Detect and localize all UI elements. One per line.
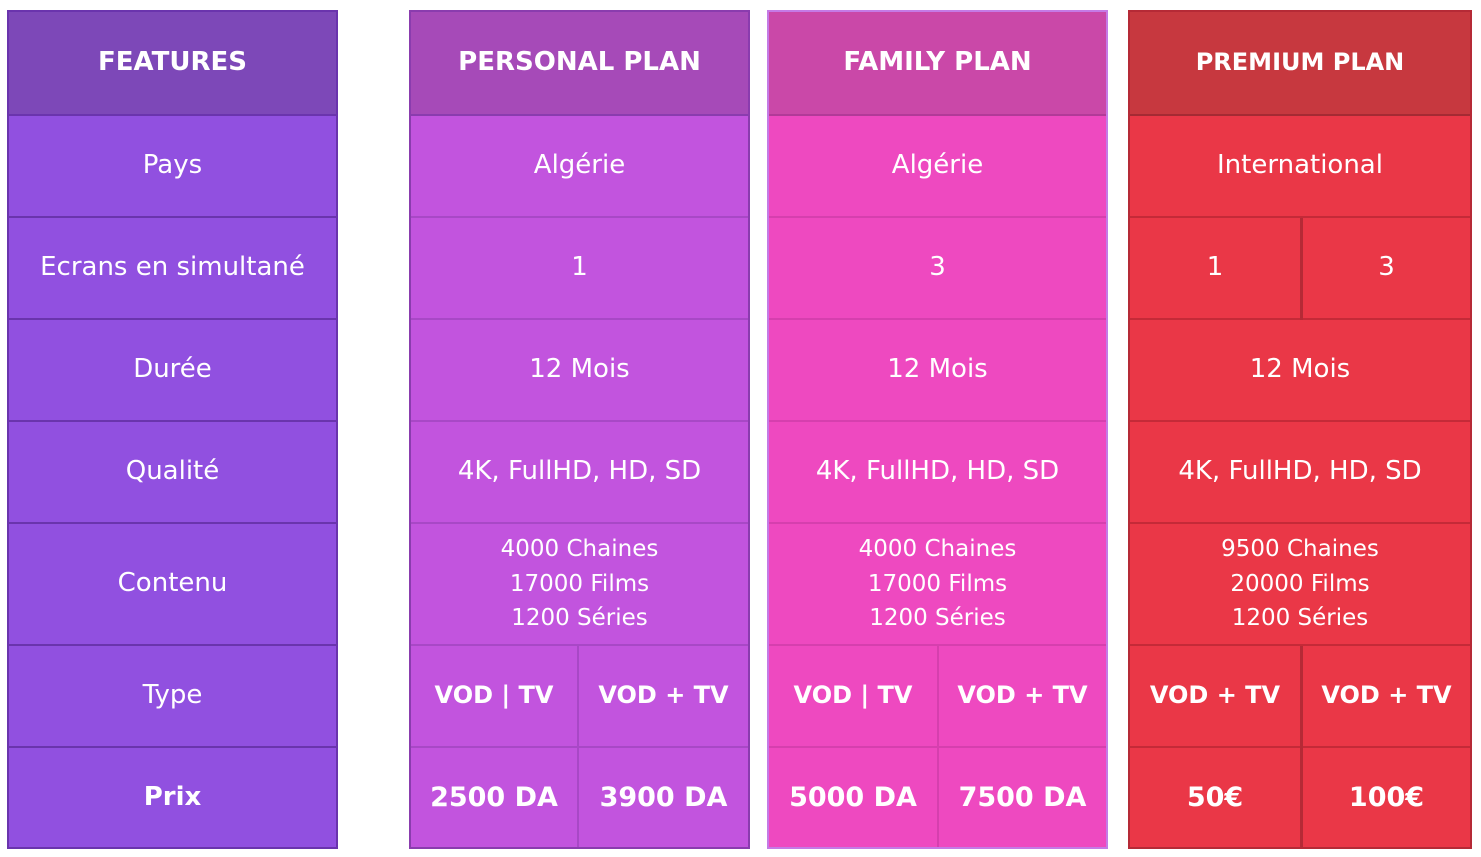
family-contenu-series: 1200 Séries: [869, 605, 1006, 632]
personal-plan-header: PERSONAL PLAN: [411, 12, 748, 116]
personal-contenu: 4000 Chaines 17000 Films 1200 Séries: [411, 524, 748, 646]
family-contenu-chaines: 4000 Chaines: [858, 536, 1017, 563]
family-prix-2: 7500 DA: [958, 781, 1087, 813]
feature-label-qualite: Qualité: [9, 422, 336, 524]
premium-prix-2: 100€: [1348, 781, 1425, 813]
premium-contenu-films: 20000 Films: [1230, 570, 1370, 597]
family-type-2: VOD + TV: [939, 646, 1106, 748]
family-qualite: 4K, FullHD, HD, SD: [769, 422, 1106, 524]
premium-contenu-series: 1200 Séries: [1231, 605, 1369, 632]
feature-label-duree: Durée: [9, 320, 336, 422]
premium-contenu: 9500 Chaines 20000 Films 1200 Séries: [1130, 524, 1470, 646]
premium-contenu-chaines: 9500 Chaines: [1221, 536, 1379, 563]
premium-qualite: 4K, FullHD, HD, SD: [1130, 422, 1470, 524]
personal-duree: 12 Mois: [411, 320, 748, 422]
personal-ecrans: 1: [411, 218, 748, 320]
family-contenu-films: 17000 Films: [867, 570, 1008, 597]
premium-pays: International: [1130, 116, 1470, 218]
premium-ecrans-1: 1: [1130, 218, 1300, 320]
premium-type-1: VOD + TV: [1130, 646, 1300, 748]
personal-type-2: VOD + TV: [579, 646, 748, 748]
premium-plan-header: PREMIUM PLAN: [1130, 12, 1470, 116]
personal-pays: Algérie: [411, 116, 748, 218]
premium-plan-column: PREMIUM PLAN International 1 3 12 Mois 4…: [1128, 10, 1472, 849]
family-divider: [937, 646, 939, 847]
family-ecrans: 3: [769, 218, 1106, 320]
premium-ecrans-2: 3: [1303, 218, 1470, 320]
premium-divider-ecrans: [1300, 218, 1303, 320]
personal-prix-2: 3900 DA: [599, 781, 728, 813]
personal-divider: [577, 646, 579, 847]
personal-contenu-chaines: 4000 Chaines: [500, 536, 659, 563]
family-prix-1: 5000 DA: [789, 781, 917, 813]
family-contenu: 4000 Chaines 17000 Films 1200 Séries: [769, 524, 1106, 646]
feature-label-type: Type: [9, 646, 336, 748]
features-header: FEATURES: [9, 12, 336, 116]
features-column: FEATURES Pays Ecrans en simultané Durée …: [7, 10, 338, 849]
personal-qualite: 4K, FullHD, HD, SD: [411, 422, 748, 524]
premium-divider-type: [1300, 646, 1303, 847]
family-plan-column: FAMILY PLAN Algérie 3 12 Mois 4K, FullHD…: [767, 10, 1108, 849]
family-duree: 12 Mois: [769, 320, 1106, 422]
premium-prix-1: 50€: [1186, 781, 1244, 813]
personal-contenu-series: 1200 Séries: [511, 605, 648, 632]
premium-duree: 12 Mois: [1130, 320, 1470, 422]
family-type-1: VOD | TV: [769, 646, 937, 748]
premium-type-2: VOD + TV: [1303, 646, 1470, 748]
personal-contenu-films: 17000 Films: [509, 570, 650, 597]
feature-label-ecrans: Ecrans en simultané: [9, 218, 336, 320]
personal-type-1: VOD | TV: [411, 646, 577, 748]
family-pays: Algérie: [769, 116, 1106, 218]
feature-label-contenu: Contenu: [9, 524, 336, 646]
feature-label-pays: Pays: [9, 116, 336, 218]
personal-plan-column: PERSONAL PLAN Algérie 1 12 Mois 4K, Full…: [409, 10, 750, 849]
feature-label-prix: Prix: [143, 781, 202, 812]
personal-prix-1: 2500 DA: [430, 781, 558, 813]
family-plan-header: FAMILY PLAN: [769, 12, 1106, 116]
